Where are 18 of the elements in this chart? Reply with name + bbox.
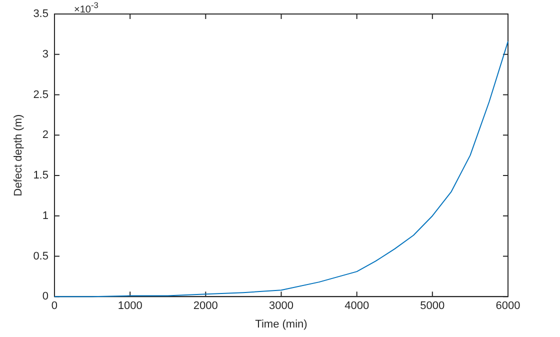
y-tick-label: 1.5 xyxy=(33,170,48,182)
annotation: ×10$^{-3}$ xyxy=(74,0,98,16)
y-tick-label: 1 xyxy=(42,210,48,222)
x-tick-label: 6000 xyxy=(496,300,520,312)
y-axis-title: Defect depth (m) xyxy=(12,114,25,196)
x-axis-title: Time (min) xyxy=(255,318,308,330)
x-tick-label: 1000 xyxy=(118,300,142,312)
y-tick-label: 2.5 xyxy=(33,88,48,101)
y-tick-label: 0 xyxy=(42,290,48,303)
x-tick-label: 4000 xyxy=(344,300,370,312)
y-tick-label: 2 xyxy=(42,129,48,142)
x-tick-label: 3000 xyxy=(269,300,294,312)
x-tick-label: 5000 xyxy=(420,300,445,312)
x-tick-label: 2000 xyxy=(193,300,218,312)
y-tick-label: 3 xyxy=(42,48,48,60)
x-tick-label: 0 xyxy=(51,300,58,312)
y-tick-label: 3.5 xyxy=(33,8,48,20)
y-tick-label: 0.5 xyxy=(33,250,48,262)
